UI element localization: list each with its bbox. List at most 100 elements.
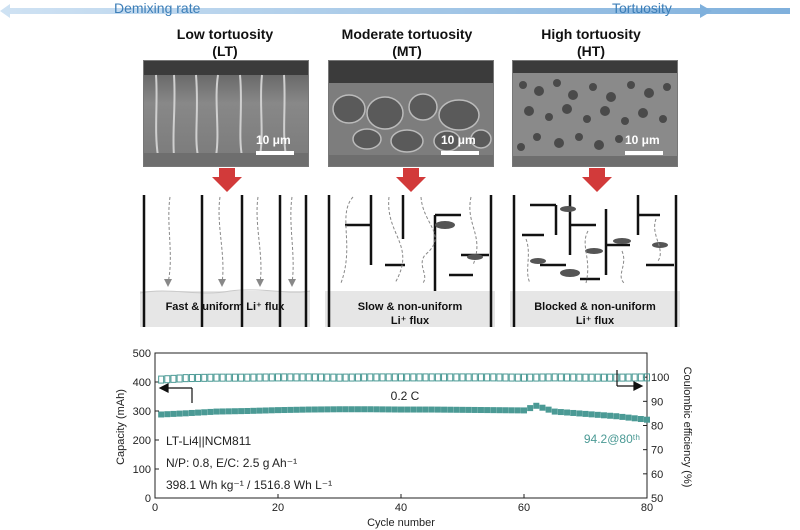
efficiency-point bbox=[416, 373, 423, 382]
capacity-point bbox=[391, 406, 398, 413]
panel-abbr: (HT) bbox=[577, 43, 605, 59]
capacity-point bbox=[582, 410, 589, 417]
efficiency-point bbox=[557, 373, 564, 382]
efficiency-point bbox=[422, 373, 429, 382]
x-tick-label: 60 bbox=[518, 502, 530, 514]
efficiency-point bbox=[484, 373, 491, 382]
efficiency-point bbox=[631, 373, 638, 382]
capacity-point bbox=[613, 413, 620, 420]
capacity-point bbox=[465, 406, 472, 413]
scale-bar bbox=[441, 151, 479, 155]
efficiency-point bbox=[471, 373, 478, 382]
scale-bar bbox=[256, 151, 294, 155]
y-left-tick-label: 300 bbox=[133, 406, 151, 418]
efficiency-point bbox=[213, 373, 220, 382]
efficiency-point bbox=[576, 373, 583, 382]
capacity-point bbox=[644, 416, 650, 423]
efficiency-point bbox=[496, 373, 503, 382]
capacity-point bbox=[293, 406, 300, 413]
schematic-mt bbox=[325, 195, 495, 327]
efficiency-point bbox=[361, 373, 368, 382]
efficiency-point bbox=[551, 373, 558, 382]
efficiency-point bbox=[238, 373, 245, 382]
efficiency-point bbox=[268, 373, 275, 382]
y-right-tick-label: 70 bbox=[651, 445, 663, 457]
capacity-point bbox=[631, 415, 638, 422]
capacity-point bbox=[275, 407, 281, 414]
info-energy: 398.1 Wh kg⁻¹ / 1516.8 Wh L⁻¹ bbox=[166, 478, 332, 492]
capacity-point bbox=[311, 406, 318, 413]
efficiency-point bbox=[330, 373, 337, 382]
capacity-point bbox=[398, 406, 404, 413]
capacity-point bbox=[330, 406, 337, 413]
efficiency-point bbox=[379, 373, 386, 382]
demixing-rate-label: Demixing rate bbox=[114, 0, 201, 16]
capacity-point bbox=[422, 406, 429, 413]
tortuosity-arrow bbox=[0, 4, 790, 18]
efficiency-point bbox=[244, 373, 251, 382]
capacity-point bbox=[385, 406, 392, 413]
y-right-tick-label: 80 bbox=[651, 421, 663, 433]
info-np: N/P: 0.8, E/C: 2.5 g Ah⁻¹ bbox=[166, 456, 297, 470]
capacity-point bbox=[490, 407, 497, 414]
efficiency-point bbox=[404, 373, 411, 382]
flux-label-lt: Fast & uniform Li⁺ flux bbox=[140, 300, 310, 314]
x-tick-label: 80 bbox=[641, 502, 653, 514]
capacity-point bbox=[447, 406, 454, 413]
capacity-point bbox=[250, 407, 257, 414]
panel-title-text: Moderate tortuosity bbox=[341, 26, 473, 42]
efficiency-point bbox=[336, 373, 343, 382]
efficiency-point bbox=[459, 373, 466, 382]
capacity-point bbox=[324, 406, 331, 413]
y-right-tick-label: 90 bbox=[651, 396, 663, 408]
capacity-point bbox=[164, 411, 171, 418]
capacity-point bbox=[545, 406, 552, 413]
efficiency-point bbox=[644, 373, 650, 382]
efficiency-point bbox=[398, 373, 404, 382]
capacity-point bbox=[607, 412, 614, 419]
capacity-point bbox=[158, 411, 165, 418]
capacity-point bbox=[281, 407, 288, 414]
capacity-point bbox=[477, 407, 484, 414]
sem-image-lt: 10 μm bbox=[143, 60, 309, 167]
down-arrow-ht bbox=[582, 168, 612, 192]
efficiency-point bbox=[502, 373, 509, 382]
tortuosity-label: Tortuosity bbox=[612, 0, 672, 16]
efficiency-point bbox=[619, 373, 626, 382]
x-tick-label: 0 bbox=[152, 502, 158, 514]
x-axis-label: Cycle number bbox=[367, 517, 435, 529]
y-left-tick-label: 400 bbox=[133, 377, 151, 389]
capacity-point bbox=[182, 410, 189, 417]
efficiency-point bbox=[195, 373, 202, 382]
capacity-point bbox=[600, 412, 607, 419]
capacity-point bbox=[262, 407, 269, 414]
efficiency-point bbox=[533, 373, 540, 382]
efficiency-point bbox=[219, 373, 226, 382]
efficiency-point bbox=[490, 373, 497, 382]
panel-title-ht: High tortuosity (HT) bbox=[506, 26, 676, 60]
efficiency-point bbox=[434, 373, 441, 382]
efficiency-point bbox=[527, 373, 534, 382]
efficiency-point bbox=[231, 373, 238, 382]
efficiency-point bbox=[182, 374, 189, 383]
panel-abbr: (MT) bbox=[392, 43, 422, 59]
capacity-point bbox=[502, 407, 509, 414]
capacity-point bbox=[207, 408, 214, 415]
efficiency-point bbox=[299, 373, 306, 382]
capacity-point bbox=[521, 407, 527, 414]
efficiency-point bbox=[453, 373, 460, 382]
efficiency-point bbox=[318, 373, 325, 382]
y-left-tick-label: 500 bbox=[133, 348, 151, 360]
capacity-point bbox=[379, 406, 386, 413]
capacity-point bbox=[514, 407, 521, 414]
capacity-point bbox=[594, 411, 601, 418]
efficiency-point bbox=[570, 373, 577, 382]
efficiency-point bbox=[293, 373, 300, 382]
efficiency-point bbox=[588, 373, 595, 382]
capacity-point bbox=[527, 405, 534, 412]
sem-texture-ht bbox=[513, 61, 677, 166]
capacity-point bbox=[570, 409, 577, 416]
capacity-point bbox=[557, 409, 564, 416]
efficiency-point bbox=[391, 373, 398, 382]
capacity-point bbox=[318, 406, 325, 413]
